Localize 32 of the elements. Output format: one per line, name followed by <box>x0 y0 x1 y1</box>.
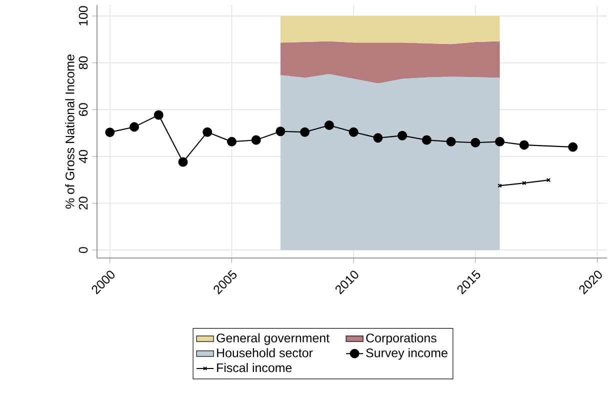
point <box>446 136 456 146</box>
legend-label: Corporations <box>366 333 436 345</box>
point <box>495 136 505 146</box>
y-tick-label: 60 <box>78 103 88 116</box>
y-tick-label: 100 <box>78 6 88 26</box>
y-tick-label: 80 <box>78 56 88 70</box>
legend-label: Household sector <box>217 348 313 358</box>
legend-label: Survey income <box>366 348 448 360</box>
point <box>519 140 529 150</box>
y-tick-label: 0 <box>78 247 88 254</box>
point <box>202 127 212 137</box>
point <box>300 127 310 137</box>
point <box>178 157 188 167</box>
legend-label: General government <box>216 333 330 345</box>
point <box>130 122 140 132</box>
point <box>373 133 383 143</box>
y-tick-label: 40 <box>78 150 88 164</box>
point <box>422 135 432 145</box>
point <box>251 135 261 145</box>
point <box>324 120 334 130</box>
y-axis-title: % of Gross National Income <box>65 54 74 209</box>
legend-label: Fiscal income <box>217 363 292 372</box>
point <box>522 180 526 186</box>
point <box>276 126 286 136</box>
y-tick-label: 20 <box>78 196 88 210</box>
point <box>470 138 480 148</box>
point <box>154 110 164 120</box>
point <box>568 142 578 152</box>
point <box>227 136 236 146</box>
point <box>348 127 358 137</box>
point <box>105 128 115 138</box>
point <box>398 130 408 140</box>
